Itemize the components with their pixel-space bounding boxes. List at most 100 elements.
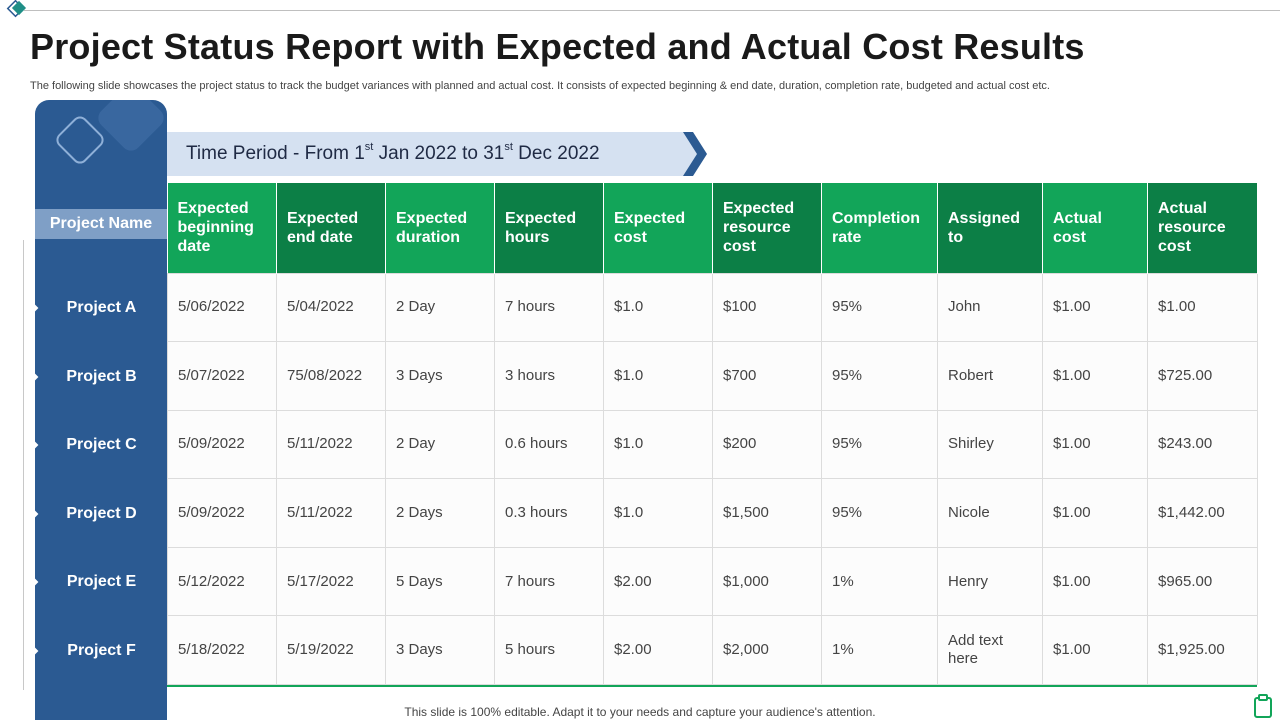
table-cell: 5/07/2022 [167, 341, 277, 411]
table-cell: 75/08/2022 [276, 341, 386, 411]
table-cell: 5/18/2022 [167, 615, 277, 686]
arrow-bullet-icon [24, 301, 46, 315]
table-row: 5/09/2022 5/11/2022 2 Day 0.6 hours $1.0… [167, 409, 1258, 480]
table-cell: $965.00 [1147, 546, 1258, 617]
table-cell: $1.00 [1042, 546, 1148, 617]
column-header: Completion rate [821, 183, 938, 273]
table-cell: 5/12/2022 [167, 546, 277, 617]
column-header: Expected hours [494, 183, 604, 273]
table-cell: Nicole [937, 478, 1043, 548]
table-cell: $1.00 [1147, 272, 1258, 343]
project-status-table: Expected beginning date Expected end dat… [167, 183, 1258, 686]
arrow-bullet-icon [24, 370, 46, 384]
table-cell: 5/11/2022 [276, 478, 386, 548]
table-cell: 5 Days [385, 546, 495, 617]
project-label: Project F [67, 642, 136, 659]
table-cell: 0.3 hours [494, 478, 604, 548]
page-title: Project Status Report with Expected and … [30, 26, 1085, 67]
table-cell: 95% [821, 341, 938, 411]
table-row: 5/07/2022 75/08/2022 3 Days 3 hours $1.0… [167, 341, 1258, 411]
time-period-banner [167, 132, 707, 176]
sidebar-decoration-icon [56, 100, 164, 164]
table-cell: 5/04/2022 [276, 272, 386, 343]
table-cell: $1,500 [712, 478, 822, 548]
column-header: Expected end date [276, 183, 386, 273]
diamond-logo-icon [6, 0, 27, 18]
arrow-bullet-icon [24, 644, 46, 658]
table-cell: 5/09/2022 [167, 478, 277, 548]
footer-note: This slide is 100% editable. Adapt it to… [404, 705, 876, 719]
table-cell: Henry [937, 546, 1043, 617]
table-cell: 3 Days [385, 615, 495, 686]
table-cell: $1.0 [603, 409, 713, 480]
table-cell: 5/09/2022 [167, 409, 277, 480]
table-cell: 1% [821, 615, 938, 686]
table-cell: 5/17/2022 [276, 546, 386, 617]
project-row-d: Project D [24, 480, 167, 548]
table-cell: 95% [821, 478, 938, 548]
table-cell: 3 hours [494, 341, 604, 411]
table-cell: Robert [937, 341, 1043, 411]
table-cell: $100 [712, 272, 822, 343]
arrow-bullet-icon [24, 507, 46, 521]
table-cell: 2 Day [385, 272, 495, 343]
table-cell: $1.0 [603, 341, 713, 411]
table-cell: 95% [821, 272, 938, 343]
table-cell: $700 [712, 341, 822, 411]
table-bottom-rule [167, 685, 1257, 687]
project-row-f: Project F [24, 617, 167, 685]
table-cell: Shirley [937, 409, 1043, 480]
top-divider [24, 10, 1280, 11]
table-cell: $1,442.00 [1147, 478, 1258, 548]
column-header: Actual resource cost [1147, 183, 1258, 273]
table-cell: $1.0 [603, 478, 713, 548]
table-cell: 2 Day [385, 409, 495, 480]
column-header: Expected cost [603, 183, 713, 273]
table-cell: $243.00 [1147, 409, 1258, 480]
table-cell: $200 [712, 409, 822, 480]
table-cell: $1.00 [1042, 272, 1148, 343]
table-row: 5/09/2022 5/11/2022 2 Days 0.3 hours $1.… [167, 478, 1258, 548]
column-header: Actual cost [1042, 183, 1148, 273]
table-cell: $2.00 [603, 546, 713, 617]
arrow-bullet-icon [24, 438, 46, 452]
table-cell: 7 hours [494, 546, 604, 617]
table-cell: 5/19/2022 [276, 615, 386, 686]
table-cell: $1.00 [1042, 615, 1148, 686]
project-row-a: Project A [24, 274, 167, 342]
table-cell: 5 hours [494, 615, 604, 686]
page-subtitle: The following slide showcases the projec… [30, 80, 1050, 92]
column-header: Expected duration [385, 183, 495, 273]
table-row: 5/12/2022 5/17/2022 5 Days 7 hours $2.00… [167, 546, 1258, 617]
table-row: 5/06/2022 5/04/2022 2 Day 7 hours $1.0 $… [167, 272, 1258, 343]
clipboard-icon[interactable] [1253, 694, 1273, 718]
table-cell: 0.6 hours [494, 409, 604, 480]
project-label: Project B [66, 368, 137, 385]
table-cell: 1% [821, 546, 938, 617]
project-sidebar [35, 100, 167, 720]
table-cell: $2.00 [603, 615, 713, 686]
table-cell: 7 hours [494, 272, 604, 343]
table-cell: 95% [821, 409, 938, 480]
arrow-bullet-icon [24, 575, 46, 589]
project-label: Project A [66, 299, 137, 316]
column-header: Expected beginning date [167, 183, 277, 273]
project-row-e: Project E [24, 548, 167, 616]
table-cell: $1,925.00 [1147, 615, 1258, 686]
project-label: Project D [66, 505, 137, 522]
table-cell: $725.00 [1147, 341, 1258, 411]
table-cell: 5/11/2022 [276, 409, 386, 480]
table-row: 5/18/2022 5/19/2022 3 Days 5 hours $2.00… [167, 615, 1258, 686]
project-row-b: Project B [24, 343, 167, 411]
table-cell: $1,000 [712, 546, 822, 617]
column-header: Assigned to [937, 183, 1043, 273]
table-cell: $1.0 [603, 272, 713, 343]
table-header-row: Expected beginning date Expected end dat… [167, 183, 1258, 273]
table-cell: $1.00 [1042, 409, 1148, 480]
project-name-header: Project Name [35, 209, 167, 239]
table-cell: $1.00 [1042, 478, 1148, 548]
table-cell: 2 Days [385, 478, 495, 548]
table-cell: Add text here [937, 615, 1043, 686]
column-header: Expected resource cost [712, 183, 822, 273]
sidebar-rail [23, 240, 24, 690]
